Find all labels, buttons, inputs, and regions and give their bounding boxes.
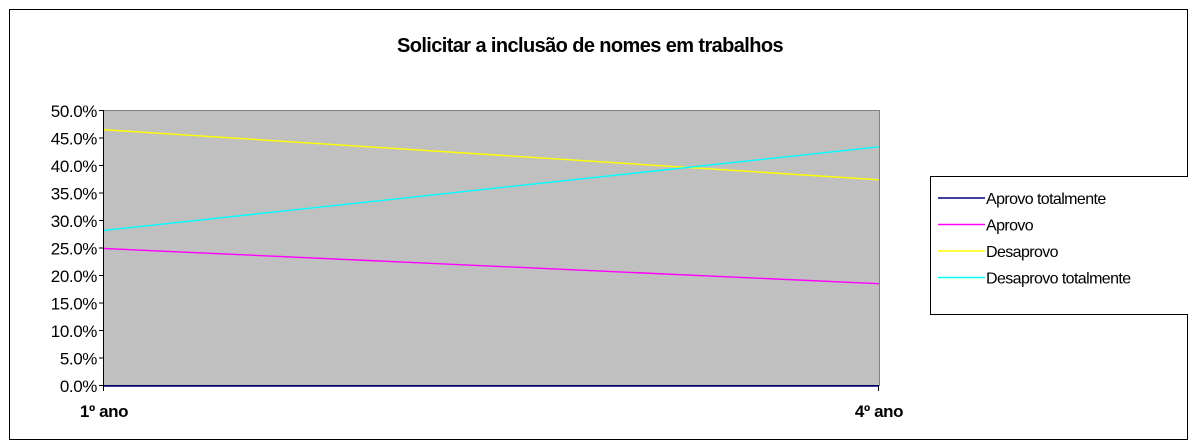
y-tick-label: 5.0% [60,350,97,369]
plot-area [104,111,880,386]
x-tick-label: 1º ano [80,402,128,421]
y-tick-label: 45.0% [51,130,97,149]
y-tick-label: 50.0% [51,102,97,121]
legend-label: Aprovo [986,218,1034,235]
y-tick-label: 20.0% [51,267,97,286]
y-tick-label: 10.0% [51,322,97,341]
y-tick-label: 25.0% [51,240,97,259]
y-tick-label: 35.0% [51,185,97,204]
legend: Aprovo totalmente Aprovo Desaprovo Desaprov… [931,177,1188,315]
y-tick-label: 30.0% [51,212,97,231]
legend-label: Aprovo totalmente [986,191,1106,208]
y-tick-label: 40.0% [51,157,97,176]
y-tick-label: 0.0% [60,377,97,396]
legend-label: Desaprovo totalmente [986,271,1131,288]
chart-title: Solicitar a inclusão de nomes em trabalh… [397,35,784,57]
x-tick-label: 4º ano [855,402,903,421]
legend-label: Desaprovo [986,244,1059,261]
y-tick-label: 15.0% [51,295,97,314]
